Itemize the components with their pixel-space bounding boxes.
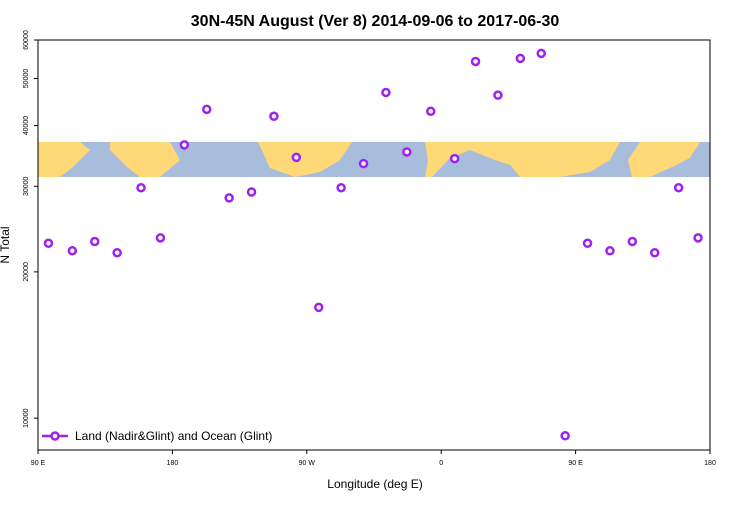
chart-title: 30N-45N August (Ver 8) 2014-09-06 to 201… bbox=[191, 13, 560, 30]
data-point bbox=[155, 233, 166, 243]
data-point bbox=[649, 247, 660, 258]
data-point bbox=[381, 87, 391, 98]
data-point bbox=[112, 247, 122, 258]
data-point bbox=[673, 182, 684, 193]
data-point bbox=[605, 246, 615, 256]
data-point bbox=[67, 246, 78, 256]
y-tick-label: 60000 bbox=[23, 30, 30, 50]
y-tick-label: 50000 bbox=[23, 69, 30, 89]
data-point bbox=[560, 431, 570, 441]
data-point bbox=[179, 140, 190, 150]
x-tick-label: 180 bbox=[704, 460, 716, 467]
y-tick-label: 10000 bbox=[23, 408, 30, 428]
y-tick-label: 30000 bbox=[23, 176, 30, 196]
data-point bbox=[224, 193, 234, 203]
y-axis-label: N Total bbox=[0, 226, 12, 263]
data-point bbox=[493, 90, 503, 100]
data-point bbox=[313, 302, 324, 313]
data-point bbox=[425, 106, 436, 117]
data-point bbox=[291, 152, 302, 163]
data-point bbox=[89, 236, 100, 247]
data-point bbox=[693, 233, 703, 243]
x-tick-label: 0 bbox=[439, 460, 443, 467]
plot-frame bbox=[37, 39, 711, 451]
data-point bbox=[358, 158, 369, 169]
x-tick-label: 180 bbox=[167, 460, 179, 467]
data-point bbox=[136, 182, 146, 193]
data-point bbox=[470, 56, 481, 67]
data-point bbox=[269, 111, 279, 122]
world-map-strip bbox=[38, 142, 710, 177]
data-point bbox=[336, 182, 346, 193]
y-tick-label: 40000 bbox=[23, 116, 30, 136]
data-point bbox=[246, 187, 257, 197]
legend-label: Land (Nadir&Glint) and Ocean (Glint) bbox=[75, 429, 272, 443]
x-tick-label: 90 W bbox=[299, 460, 316, 467]
data-point bbox=[582, 238, 593, 249]
y-tick-label: 20000 bbox=[23, 262, 30, 282]
data-point bbox=[536, 48, 547, 59]
data-point bbox=[402, 147, 412, 157]
data-point bbox=[515, 53, 526, 64]
legend-marker bbox=[50, 431, 60, 441]
data-point bbox=[627, 236, 638, 247]
x-tick-label: 90 E bbox=[31, 460, 46, 467]
x-tick-label: 90 E bbox=[568, 460, 583, 467]
data-point bbox=[201, 104, 212, 115]
x-axis-label: Longitude (deg E) bbox=[327, 477, 422, 491]
data-point bbox=[449, 153, 460, 164]
data-point bbox=[43, 238, 54, 249]
